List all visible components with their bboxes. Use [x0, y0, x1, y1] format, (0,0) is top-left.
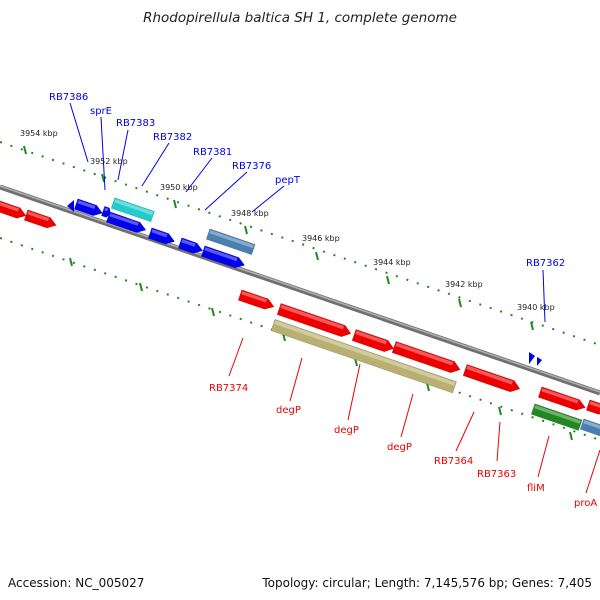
gene-bar — [110, 197, 155, 223]
tick-label: 3946 kbp — [302, 234, 340, 243]
tick-label: 3944 kbp — [373, 258, 411, 267]
inner-major-tick — [211, 307, 215, 317]
gene-arrow — [351, 329, 395, 352]
gene-arrow — [147, 227, 176, 245]
reverse-gene-label: fliM — [527, 483, 545, 494]
inner-major-tick — [498, 406, 502, 416]
forward-gene-label: RB7382 — [153, 132, 192, 143]
genome-backbone-highlight — [0, 185, 600, 393]
gene-arrow — [276, 303, 352, 338]
tick-label: 3952 kbp — [90, 157, 128, 166]
forward-gene-label: RB7362 — [526, 258, 565, 269]
gene-arrow — [391, 341, 461, 374]
leader-line — [537, 435, 550, 478]
gene-bar — [205, 228, 256, 256]
leader-line — [117, 129, 129, 181]
forward-gene-label: RB7381 — [193, 147, 232, 158]
tick-label: 3954 kbp — [20, 129, 58, 138]
gene-arrow — [462, 364, 521, 393]
gene-arrow — [177, 237, 204, 254]
forward-gene-label: RB7386 — [49, 92, 88, 103]
inner-major-tick — [426, 382, 430, 392]
major-tick — [23, 145, 27, 155]
tick-label: 3950 kbp — [160, 183, 198, 192]
map-title: Rhodopirellula baltica SH 1, complete ge… — [143, 10, 457, 26]
reverse-gene-label: RB7364 — [434, 456, 473, 467]
label-leader-lines — [69, 102, 600, 494]
reverse-gene-label: proA — [574, 498, 597, 509]
gene-arrow — [529, 352, 535, 364]
leader-line — [289, 357, 303, 402]
gene-arrow — [67, 200, 74, 212]
gene-arrow — [0, 198, 27, 219]
genome-summary-text: Topology: circular; Length: 7,145,576 bp… — [262, 576, 592, 590]
reverse-gene-label: degP — [387, 442, 412, 453]
leader-line — [347, 363, 361, 421]
reverse-gene-label: degP — [276, 405, 301, 416]
gene-arrow — [73, 198, 103, 216]
forward-gene-label: pepT — [275, 175, 301, 186]
tick-marks: 3954 kbp 3952 kbp 3950 kbp 3948 kbp 3946 kbp… — [20, 129, 573, 441]
leader-line — [204, 171, 248, 211]
gene-arrow — [237, 289, 275, 310]
gene-bar — [530, 403, 583, 431]
major-tick — [173, 199, 177, 209]
reverse-gene-label: RB7374 — [209, 383, 248, 394]
leader-line — [185, 157, 213, 193]
leader-line — [228, 337, 244, 377]
leader-line — [455, 411, 475, 452]
reverse-gene-label: degP — [334, 425, 359, 436]
major-tick — [101, 173, 105, 183]
leader-line — [542, 269, 546, 323]
forward-gene-label: sprE — [90, 106, 112, 117]
leader-line — [69, 102, 89, 163]
major-tick — [530, 321, 534, 331]
forward-gene-label: RB7376 — [232, 161, 271, 172]
major-tick — [386, 275, 390, 285]
leader-line — [100, 116, 106, 191]
tick-label: 3940 kbp — [517, 303, 555, 312]
gene-arrow — [23, 209, 57, 229]
major-tick — [458, 298, 462, 308]
gene-bar — [270, 319, 457, 394]
gene-bar — [579, 418, 600, 440]
leader-line — [496, 421, 501, 462]
gene-arrow — [537, 357, 542, 366]
major-tick — [244, 225, 248, 235]
inner-major-tick — [69, 257, 73, 267]
leader-line — [141, 142, 170, 187]
reverse-gene-label: RB7363 — [477, 469, 516, 480]
major-tick — [315, 251, 319, 261]
inner-major-tick — [139, 282, 143, 292]
gene-arrow — [585, 399, 600, 415]
leader-line — [251, 185, 285, 213]
tick-label: 3948 kbp — [231, 209, 269, 218]
tick-label: 3942 kbp — [445, 280, 483, 289]
gene-arrow — [101, 205, 111, 218]
forward-gene-label: RB7383 — [116, 118, 155, 129]
inner-major-tick — [569, 431, 573, 441]
leader-line — [400, 393, 414, 438]
gene-features — [0, 197, 600, 440]
accession-text: Accession: NC_005027 — [8, 576, 145, 590]
gene-arrow — [105, 211, 147, 233]
genome-backbone — [0, 184, 600, 396]
leader-line — [585, 449, 600, 494]
gene-arrow — [537, 386, 586, 411]
gene-arrow — [200, 245, 246, 269]
